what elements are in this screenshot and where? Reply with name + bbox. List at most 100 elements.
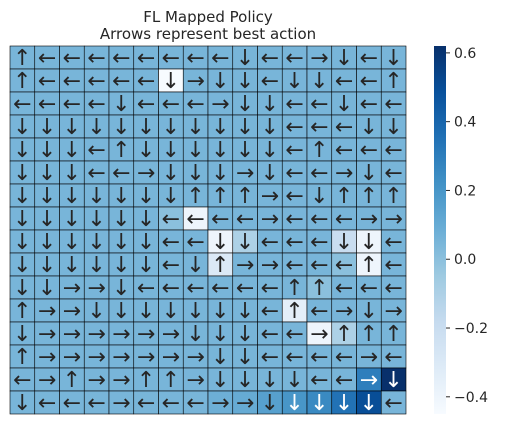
heatmap-arrow: → — [261, 207, 279, 232]
heatmap-arrow: ← — [285, 92, 303, 117]
heatmap-arrow: ↓ — [137, 207, 155, 232]
heatmap-arrow: ← — [186, 230, 204, 255]
heatmap-arrow: ↑ — [285, 276, 303, 301]
heatmap-arrow: ↓ — [236, 138, 254, 163]
heatmap-arrow: ↓ — [112, 92, 130, 117]
heatmap-arrow: ↓ — [13, 391, 31, 416]
heatmap-arrow: → — [63, 345, 81, 370]
heatmap-arrow: ↓ — [236, 299, 254, 324]
heatmap-arrow: ↓ — [112, 253, 130, 278]
heatmap-arrow: ← — [63, 46, 81, 71]
heatmap-arrow: → — [162, 345, 180, 370]
heatmap-arrow: ← — [384, 253, 402, 278]
heatmap-arrow: → — [335, 299, 353, 324]
heatmap-arrow: ← — [87, 161, 105, 186]
heatmap-arrow: ↑ — [211, 253, 229, 278]
heatmap-arrow: ← — [38, 46, 56, 71]
heatmap-arrow: ← — [137, 391, 155, 416]
heatmap-arrow: ← — [360, 46, 378, 71]
heatmap-arrow: ← — [137, 69, 155, 94]
colorbar-tick-label: 0.4 — [454, 115, 476, 131]
heatmap-arrow: ↓ — [310, 184, 328, 209]
heatmap-arrow: → — [261, 184, 279, 209]
heatmap-arrow: ↑ — [310, 276, 328, 301]
heatmap-arrow: ← — [261, 230, 279, 255]
heatmap-arrow: ← — [87, 69, 105, 94]
heatmap-arrow: ← — [211, 46, 229, 71]
heatmap-arrow: ↓ — [13, 230, 31, 255]
heatmap-arrow: ↓ — [186, 253, 204, 278]
heatmap-arrow: → — [112, 391, 130, 416]
heatmap-arrow: ↓ — [211, 368, 229, 393]
heatmap-arrow: ← — [335, 69, 353, 94]
heatmap-arrow: ↑ — [360, 322, 378, 347]
heatmap-arrow: ↓ — [137, 138, 155, 163]
heatmap-arrow: → — [87, 322, 105, 347]
heatmap-arrow: ← — [285, 345, 303, 370]
heatmap-arrow: ↓ — [162, 69, 180, 94]
heatmap-arrow: → — [310, 322, 328, 347]
heatmap-arrow: → — [87, 276, 105, 301]
heatmap-arrow: ↓ — [112, 299, 130, 324]
heatmap-arrow: ↑ — [335, 184, 353, 209]
heatmap-arrow: ↑ — [236, 184, 254, 209]
heatmap-arrow: ← — [310, 253, 328, 278]
heatmap-arrow: → — [186, 368, 204, 393]
heatmap-arrow: → — [186, 345, 204, 370]
heatmap-arrow: ↓ — [87, 253, 105, 278]
heatmap-arrow: → — [112, 345, 130, 370]
heatmap-arrow: ↓ — [13, 115, 31, 140]
colorbar-tick-label: −0.4 — [454, 390, 488, 406]
heatmap-arrow: ↓ — [211, 69, 229, 94]
heatmap-arrow: ↓ — [13, 161, 31, 186]
heatmap-arrow: ← — [310, 115, 328, 140]
heatmap-arrow: ↑ — [13, 299, 31, 324]
heatmap-arrow: ← — [186, 207, 204, 232]
heatmap-arrow: ↓ — [186, 161, 204, 186]
heatmap-arrow: → — [211, 391, 229, 416]
heatmap-arrow: → — [137, 161, 155, 186]
heatmap-arrow: ↑ — [13, 69, 31, 94]
heatmap-arrow: ← — [261, 69, 279, 94]
heatmap-arrow: ↓ — [261, 161, 279, 186]
heatmap-arrow: → — [261, 253, 279, 278]
heatmap-arrow: ← — [137, 276, 155, 301]
heatmap-arrow: ↑ — [137, 368, 155, 393]
heatmap-arrow: ↓ — [87, 230, 105, 255]
heatmap-arrow: ↓ — [87, 184, 105, 209]
heatmap-arrow: ← — [112, 161, 130, 186]
heatmap-arrow: ↓ — [236, 115, 254, 140]
heatmap-arrow: ↓ — [63, 207, 81, 232]
heatmap-arrow: ↓ — [261, 368, 279, 393]
heatmap-arrow: ← — [285, 46, 303, 71]
heatmap-arrow: ↓ — [335, 46, 353, 71]
heatmap-arrow: ↓ — [360, 391, 378, 416]
heatmap-arrow: ← — [186, 276, 204, 301]
heatmap-arrow: ← — [335, 345, 353, 370]
heatmap-arrow: ↑ — [310, 138, 328, 163]
heatmap-arrow: ← — [112, 69, 130, 94]
heatmap-arrow: ↓ — [63, 161, 81, 186]
heatmap-arrow: → — [236, 253, 254, 278]
heatmap-arrow: ← — [384, 230, 402, 255]
heatmap-arrow: ↓ — [112, 230, 130, 255]
heatmap-arrow: ↓ — [384, 46, 402, 71]
heatmap-arrow: ↑ — [360, 184, 378, 209]
heatmap-arrow: ↓ — [63, 184, 81, 209]
heatmap-arrow: ↓ — [137, 230, 155, 255]
heatmap-arrow: ← — [211, 207, 229, 232]
heatmap-arrow: ← — [13, 92, 31, 117]
heatmap-arrow: → — [360, 345, 378, 370]
heatmap-arrow: ↓ — [112, 207, 130, 232]
heatmap-arrow: → — [87, 345, 105, 370]
heatmap-arrow: ← — [285, 253, 303, 278]
heatmap-arrow: ↓ — [186, 115, 204, 140]
heatmap-arrow: → — [211, 92, 229, 117]
heatmap-arrow: ← — [384, 138, 402, 163]
heatmap-arrow: ↓ — [38, 184, 56, 209]
heatmap-arrow: ← — [310, 230, 328, 255]
heatmap-arrow: ↑ — [384, 69, 402, 94]
heatmap-arrow: ↓ — [87, 299, 105, 324]
heatmap-arrow: ↓ — [13, 184, 31, 209]
